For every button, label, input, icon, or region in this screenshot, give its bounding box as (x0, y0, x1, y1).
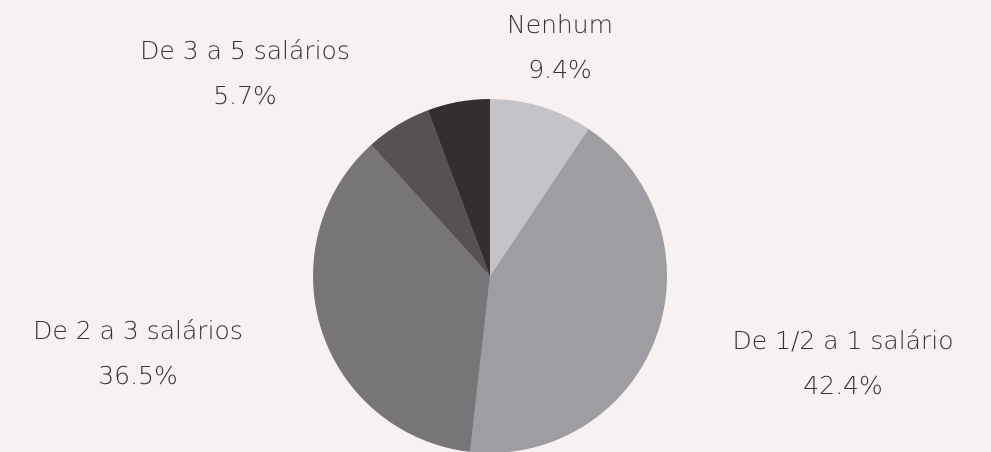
pie-slice (470, 128, 667, 452)
pie-slice (490, 99, 589, 276)
slice-value: 5.7% (213, 81, 277, 110)
slice-label: De 1/2 a 1 salário (732, 326, 953, 355)
slice-label: De 2 a 3 salários (33, 316, 243, 345)
slice-value: 42.4% (803, 371, 882, 400)
slice-value: 36.5% (98, 361, 177, 390)
pie-slice (427, 99, 490, 276)
pie-slice (371, 110, 490, 276)
pie-slice (313, 144, 490, 452)
slice-label: De 3 a 5 salários (140, 36, 350, 65)
slice-value: 9.4% (528, 55, 592, 84)
slice-label: Nenhum (507, 10, 613, 39)
